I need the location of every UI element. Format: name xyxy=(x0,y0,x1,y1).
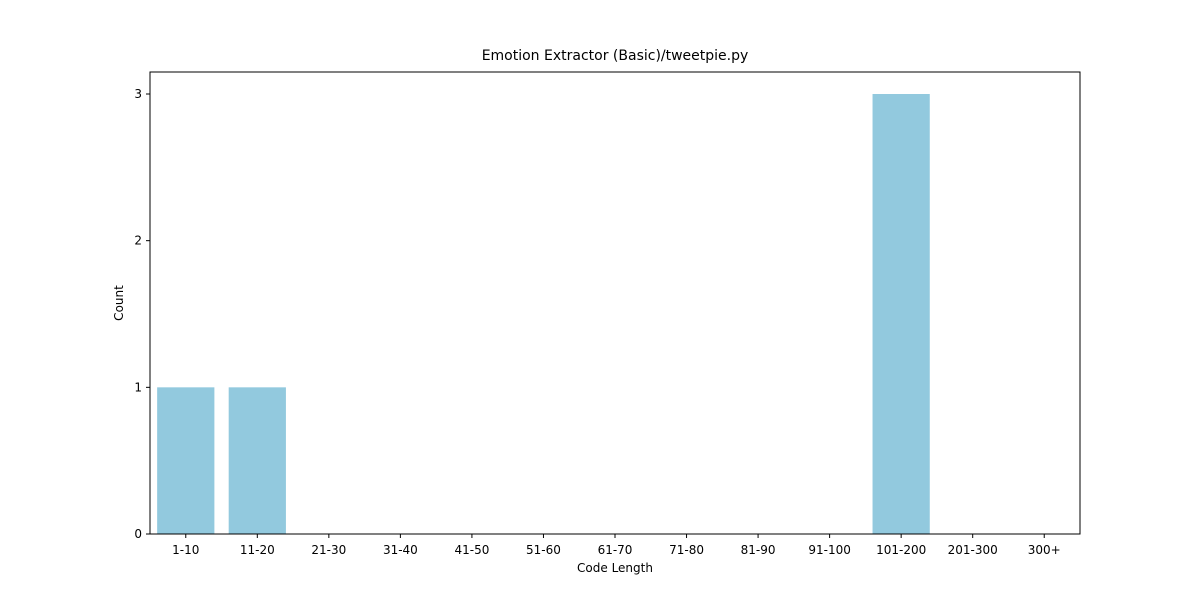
x-tick-label: 41-50 xyxy=(454,543,489,557)
y-tick-label: 2 xyxy=(134,234,142,248)
x-tick-label: 31-40 xyxy=(383,543,418,557)
bars-group xyxy=(157,94,930,534)
x-tick-label: 51-60 xyxy=(526,543,561,557)
chart-title: Emotion Extractor (Basic)/tweetpie.py xyxy=(481,48,749,64)
x-tick-label: 201-300 xyxy=(948,543,998,557)
y-tick-label: 1 xyxy=(134,380,142,394)
y-axis-label: Count xyxy=(112,285,126,321)
bar-101-200 xyxy=(872,94,930,534)
x-tick-label: 21-30 xyxy=(311,543,346,557)
x-tick-label: 81-90 xyxy=(741,543,776,557)
x-tick-label: 61-70 xyxy=(598,543,633,557)
x-tick-label: 91-100 xyxy=(808,543,851,557)
y-tick-label: 0 xyxy=(134,527,142,541)
x-axis-ticks: 1-10 11-20 21-30 31-40 41-50 51-60 61-70 71-80 8… xyxy=(172,534,1061,557)
x-axis-label: Code Length xyxy=(577,561,653,575)
x-tick-label: 101-200 xyxy=(876,543,926,557)
bar-1-10 xyxy=(157,387,215,534)
y-axis-ticks: 0 1 2 3 xyxy=(134,87,150,541)
x-tick-label: 11-20 xyxy=(240,543,275,557)
bar-11-20 xyxy=(228,387,286,534)
x-tick-label: 71-80 xyxy=(669,543,704,557)
x-tick-label: 300+ xyxy=(1028,543,1061,557)
y-tick-label: 3 xyxy=(134,87,142,101)
x-tick-label: 1-10 xyxy=(172,543,199,557)
plot-frame xyxy=(149,71,1081,535)
